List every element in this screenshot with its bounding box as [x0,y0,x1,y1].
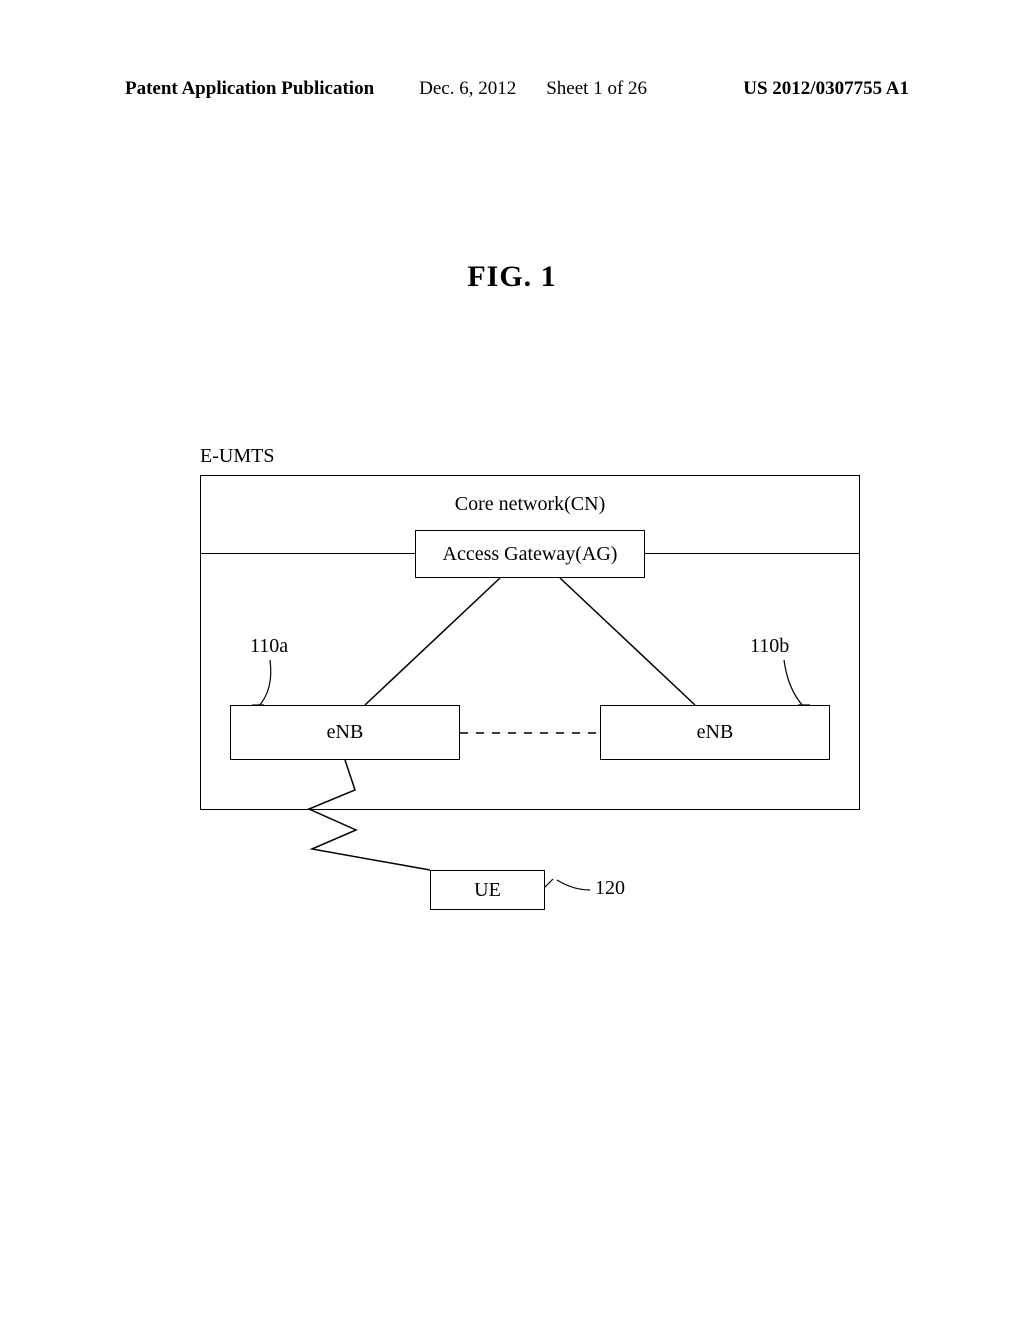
core-network-label: Core network(CN) [200,493,860,516]
reference-120: 120 [595,877,625,900]
access-gateway-label: Access Gateway(AG) [443,543,618,566]
enb-right-label: eNB [697,721,734,744]
enb-left-label: eNB [327,721,364,744]
ue-label: UE [474,879,501,902]
figure-label: FIG. 1 [0,260,1024,294]
reference-110a: 110a [250,635,288,658]
enb-left-box: eNB [230,705,460,760]
enb-right-box: eNB [600,705,830,760]
access-gateway-box: Access Gateway(AG) [415,530,645,578]
diagram-container: E-UMTS Core network(CN) Access Gateway(A… [200,475,860,905]
sheet-number: Sheet 1 of 26 [546,78,647,100]
page-header: Patent Application Publication Dec. 6, 2… [0,78,1024,100]
publication-date: Dec. 6, 2012 [419,78,516,100]
reference-110b: 110b [750,635,789,658]
system-label: E-UMTS [200,445,274,468]
publication-label: Patent Application Publication [125,78,374,100]
ue-box: UE [430,870,545,910]
publication-number: US 2012/0307755 A1 [743,78,909,100]
